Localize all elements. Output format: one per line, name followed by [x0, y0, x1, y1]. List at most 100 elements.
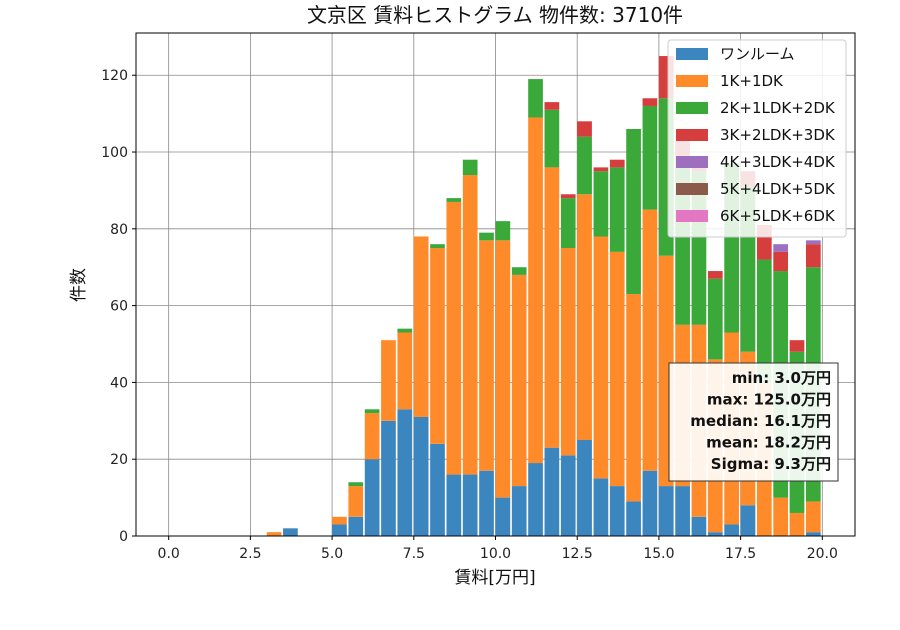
y-tick-label: 40: [110, 375, 128, 391]
legend-label: 1K+1DK: [720, 72, 784, 90]
bar-segment: [397, 409, 413, 536]
bar-segment: [283, 528, 298, 536]
bar-segment: [495, 221, 511, 241]
bar-segment: [332, 524, 347, 536]
bar-segment: [707, 271, 723, 279]
x-tick-label: 7.5: [403, 546, 425, 562]
bar-segment: [511, 274, 527, 487]
legend-frame: [667, 39, 847, 238]
bar-segment: [430, 443, 445, 536]
legend-swatch: [676, 183, 708, 195]
bar-segment: [577, 121, 592, 137]
bar-segment: [577, 136, 592, 195]
bar-segment: [479, 240, 494, 471]
chart-title: 文京区 賃料ヒストグラム 物件数: 3710件: [307, 3, 683, 27]
bar-segment: [430, 244, 445, 249]
bar-segment: [560, 455, 576, 536]
bar-segment: [495, 240, 511, 498]
x-axis-ticks: 0.0 2.5 5.0 7.5 10.0 12.5 15.0 17.5 20.0: [158, 536, 838, 562]
bar-segment: [528, 463, 543, 536]
stats-line: median: 16.1万円: [690, 412, 831, 430]
bar-segment: [609, 251, 625, 487]
bar-segment: [642, 98, 658, 106]
bar-segment: [577, 194, 592, 441]
legend-label: 2K+1LDK+2DK: [720, 99, 836, 117]
bar-segment: [773, 497, 789, 536]
x-axis-label: 賃料[万円]: [454, 568, 535, 588]
bar-segment: [544, 167, 560, 448]
bar-segment: [658, 486, 674, 536]
x-tick-label: 15.0: [643, 546, 674, 562]
legend-swatch: [676, 75, 708, 87]
bar-segment: [707, 532, 723, 536]
bar-segment: [430, 248, 445, 444]
bar-segment: [266, 532, 282, 536]
bar-segment: [609, 486, 625, 536]
bar-segment: [381, 340, 396, 421]
bar-segment: [609, 167, 625, 252]
bar-segment: [642, 209, 658, 471]
y-tick-label: 20: [110, 452, 128, 468]
legend-label: 3K+2LDK+3DK: [720, 126, 836, 144]
stats-frame: [668, 362, 839, 482]
y-tick-label: 100: [101, 145, 128, 161]
bar-segment: [626, 501, 641, 536]
bar-segment: [528, 117, 543, 464]
stats-box: min: 3.0万円 max: 125.0万円 median: 16.1万円 mean…: [668, 362, 839, 482]
bar-segment: [348, 516, 364, 536]
bar-segment: [805, 240, 821, 245]
bar-segment: [381, 420, 396, 536]
bar-segment: [560, 194, 576, 199]
bar-segment: [413, 236, 429, 417]
bar-segment: [805, 244, 821, 268]
bar-segment: [348, 486, 364, 517]
bar-segment: [756, 259, 772, 383]
bar-segment: [577, 440, 592, 536]
legend-swatch: [676, 210, 708, 222]
bar-segment: [446, 201, 462, 475]
x-tick-label: 5.0: [321, 546, 343, 562]
bar-segment: [691, 516, 707, 536]
bar-segment: [511, 267, 527, 275]
stats-line: mean: 18.2万円: [706, 434, 831, 452]
bar-segment: [446, 474, 462, 536]
bar-segment: [413, 416, 429, 536]
bar-segment: [462, 175, 478, 475]
legend-label: 4K+3LDK+4DK: [720, 153, 836, 171]
y-axis-label: 件数: [69, 268, 89, 302]
bar-segment: [462, 474, 478, 536]
y-tick-label: 120: [101, 68, 128, 84]
bar-segment: [805, 532, 821, 536]
legend-label: 6K+5LDK+6DK: [720, 207, 836, 225]
bar-segment: [495, 497, 511, 536]
bar-segment: [724, 524, 739, 536]
bar-segment: [397, 328, 413, 333]
legend: ワンルーム 1K+1DK 2K+1LDK+2DK 3K+2LDK+3DK 4K+3LDK…: [667, 39, 847, 238]
bar-segment: [332, 516, 347, 525]
bar-segment: [560, 198, 576, 249]
legend-swatch: [676, 129, 708, 141]
legend-swatch: [676, 48, 708, 60]
bar-segment: [544, 447, 560, 536]
bar-segment: [805, 501, 821, 533]
bar-segment: [626, 128, 641, 295]
y-tick-label: 0: [119, 529, 128, 545]
y-tick-label: 60: [110, 299, 128, 315]
bar-segment: [593, 167, 609, 172]
bar-segment: [348, 482, 364, 487]
bar-segment: [479, 232, 494, 241]
x-tick-label: 17.5: [725, 546, 756, 562]
bar-segment: [740, 505, 756, 536]
bar-segment: [642, 470, 658, 536]
bar-segment: [544, 109, 560, 168]
bar-segment: [446, 198, 462, 202]
x-tick-label: 20.0: [807, 546, 838, 562]
bar-segment: [560, 248, 576, 456]
bar-segment: [479, 470, 494, 536]
bar-segment: [789, 512, 805, 536]
x-tick-label: 0.0: [158, 546, 180, 562]
bar-segment: [544, 102, 560, 110]
bar-segment: [773, 244, 789, 252]
stats-line: min: 3.0万円: [732, 369, 831, 387]
